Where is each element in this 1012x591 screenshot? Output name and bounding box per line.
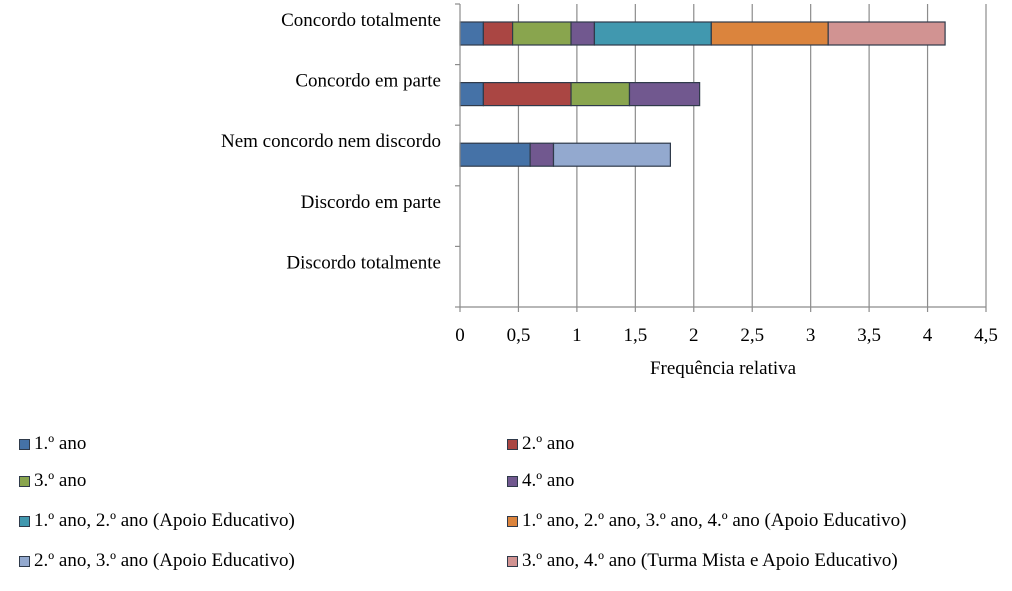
x-tick-labels: 0 0,5 1 1,5 2 2,5 3 3,5 4 4,5 <box>455 325 998 346</box>
legend-item: 3.º ano <box>19 470 86 492</box>
legend-label: 4.º ano <box>522 470 575 491</box>
legend-item: 2.º ano, 3.º ano (Apoio Educativo) <box>19 550 295 572</box>
legend-swatch <box>19 438 30 450</box>
bar-segment <box>570 21 596 46</box>
x-axis-label: Frequência relativa <box>650 358 797 379</box>
bar-segment <box>529 142 555 167</box>
legend-swatch <box>507 515 518 527</box>
x-tick-label: 2 <box>689 325 699 346</box>
legend: 1.º ano 2.º ano 3.º ano 4.º ano 1.º ano, 2.º… <box>0 430 1012 591</box>
legend-label: 1.º ano, 2.º ano (Apoio Educativo) <box>34 510 295 531</box>
bar-segment <box>511 21 572 46</box>
category-label: Concordo totalmente <box>281 10 441 31</box>
chart: Concordo totalmente Concordo em parte Nem … <box>221 3 998 379</box>
x-tick-label: 3 <box>806 325 816 346</box>
legend-label: 1.º ano <box>34 433 87 454</box>
bar-segment <box>459 142 531 167</box>
category-label: Concordo em parte <box>295 71 441 92</box>
x-tick-label: 1 <box>572 325 582 346</box>
x-tick-label: 4,5 <box>974 325 998 346</box>
legend-label: 2.º ano <box>522 433 575 454</box>
bar-segment <box>482 81 572 107</box>
legend-swatch <box>19 475 30 487</box>
bar-segment <box>459 81 484 107</box>
legend-swatch <box>19 515 30 527</box>
legend-item: 1.º ano, 2.º ano (Apoio Educativo) <box>19 510 295 532</box>
bar-segment <box>827 21 946 46</box>
legend-label: 1.º ano, 2.º ano, 3.º ano, 4.º ano (Apoi… <box>522 510 907 531</box>
x-tick-label: 0 <box>455 325 465 346</box>
bars <box>459 21 946 167</box>
x-tick-label: 2,5 <box>740 325 764 346</box>
bar-segment <box>459 21 484 46</box>
category-labels: Concordo totalmente Concordo em parte Nem … <box>221 10 441 273</box>
x-tick-label: 1,5 <box>623 325 647 346</box>
legend-item: 4.º ano <box>507 470 574 492</box>
legend-label: 3.º ano, 4.º ano (Turma Mista e Apoio Ed… <box>522 550 898 571</box>
bar-segment <box>628 81 701 107</box>
legend-item: 2.º ano <box>507 433 574 455</box>
legend-item: 1.º ano <box>19 433 86 455</box>
legend-label: 3.º ano <box>34 470 87 491</box>
category-label: Discordo totalmente <box>286 252 441 273</box>
legend-swatch <box>19 555 30 567</box>
x-tick-label: 4 <box>923 325 933 346</box>
legend-swatch <box>507 438 518 450</box>
legend-item: 1.º ano, 2.º ano, 3.º ano, 4.º ano (Apoi… <box>507 510 906 532</box>
legend-swatch <box>507 555 518 567</box>
axes <box>455 3 987 312</box>
x-tick-label: 3,5 <box>857 325 881 346</box>
bar-segment <box>482 21 514 46</box>
category-label: Nem concordo nem discordo <box>221 131 441 152</box>
bar-segment <box>552 142 671 167</box>
category-label: Discordo em parte <box>301 192 441 213</box>
bar-segment <box>710 21 829 46</box>
legend-item: 3.º ano, 4.º ano (Turma Mista e Apoio Ed… <box>507 550 898 572</box>
legend-label: 2.º ano, 3.º ano (Apoio Educativo) <box>34 550 295 571</box>
bar-segment <box>593 21 712 46</box>
x-tick-label: 0,5 <box>507 325 531 346</box>
bar-segment <box>570 81 631 107</box>
gridlines <box>517 4 987 307</box>
legend-swatch <box>507 475 518 487</box>
